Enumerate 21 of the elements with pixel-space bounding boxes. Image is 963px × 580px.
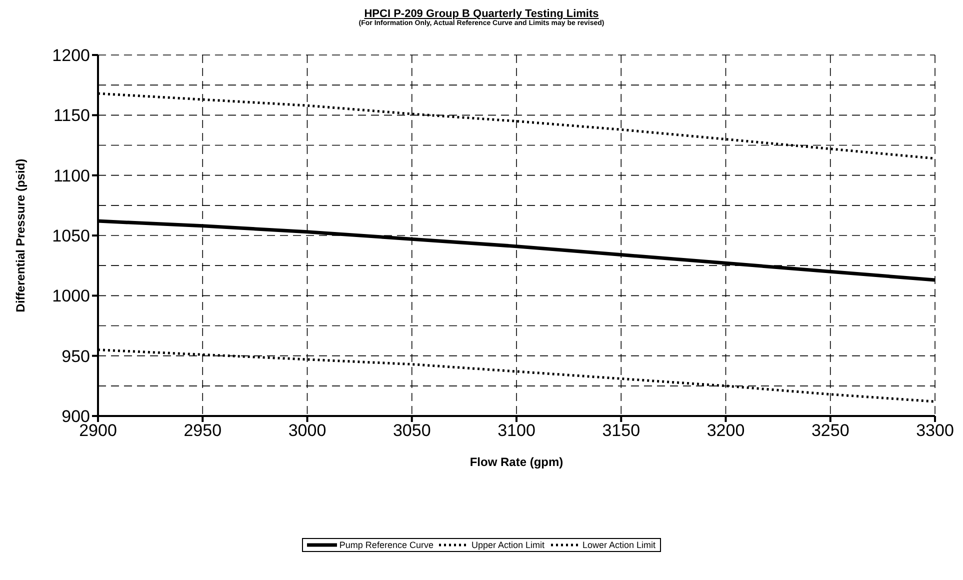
y-tick-label: 1000	[52, 286, 90, 306]
x-axis-title: Flow Rate (gpm)	[470, 455, 564, 469]
y-axis-title: Differential Pressure (psid)	[13, 158, 28, 312]
x-tick-label: 2950	[184, 421, 222, 440]
x-tick-label: 3000	[288, 421, 326, 440]
legend-label: Upper Action Limit	[470, 540, 545, 550]
x-tick-label: 3150	[602, 421, 640, 440]
x-tick-label: 3250	[811, 421, 850, 440]
x-tick-label: 3100	[498, 421, 536, 440]
legend-label: Lower Action Limit	[582, 540, 656, 550]
x-tick-label: 3200	[706, 421, 745, 440]
y-tick-label: 1100	[53, 166, 90, 186]
x-tick-label: 3050	[392, 421, 431, 440]
y-tick-label: 1150	[53, 106, 90, 126]
x-tick-label: 2900	[79, 421, 117, 440]
y-tick-label: 1200	[52, 46, 90, 66]
y-tick-label: 1050	[52, 226, 90, 246]
y-tick-label: 950	[62, 346, 90, 366]
legend-label: Pump Reference Curve	[338, 540, 434, 550]
x-tick-label: 3300	[916, 421, 954, 440]
chart-title: HPCI P-209 Group B Quarterly Testing Limits	[364, 8, 599, 20]
